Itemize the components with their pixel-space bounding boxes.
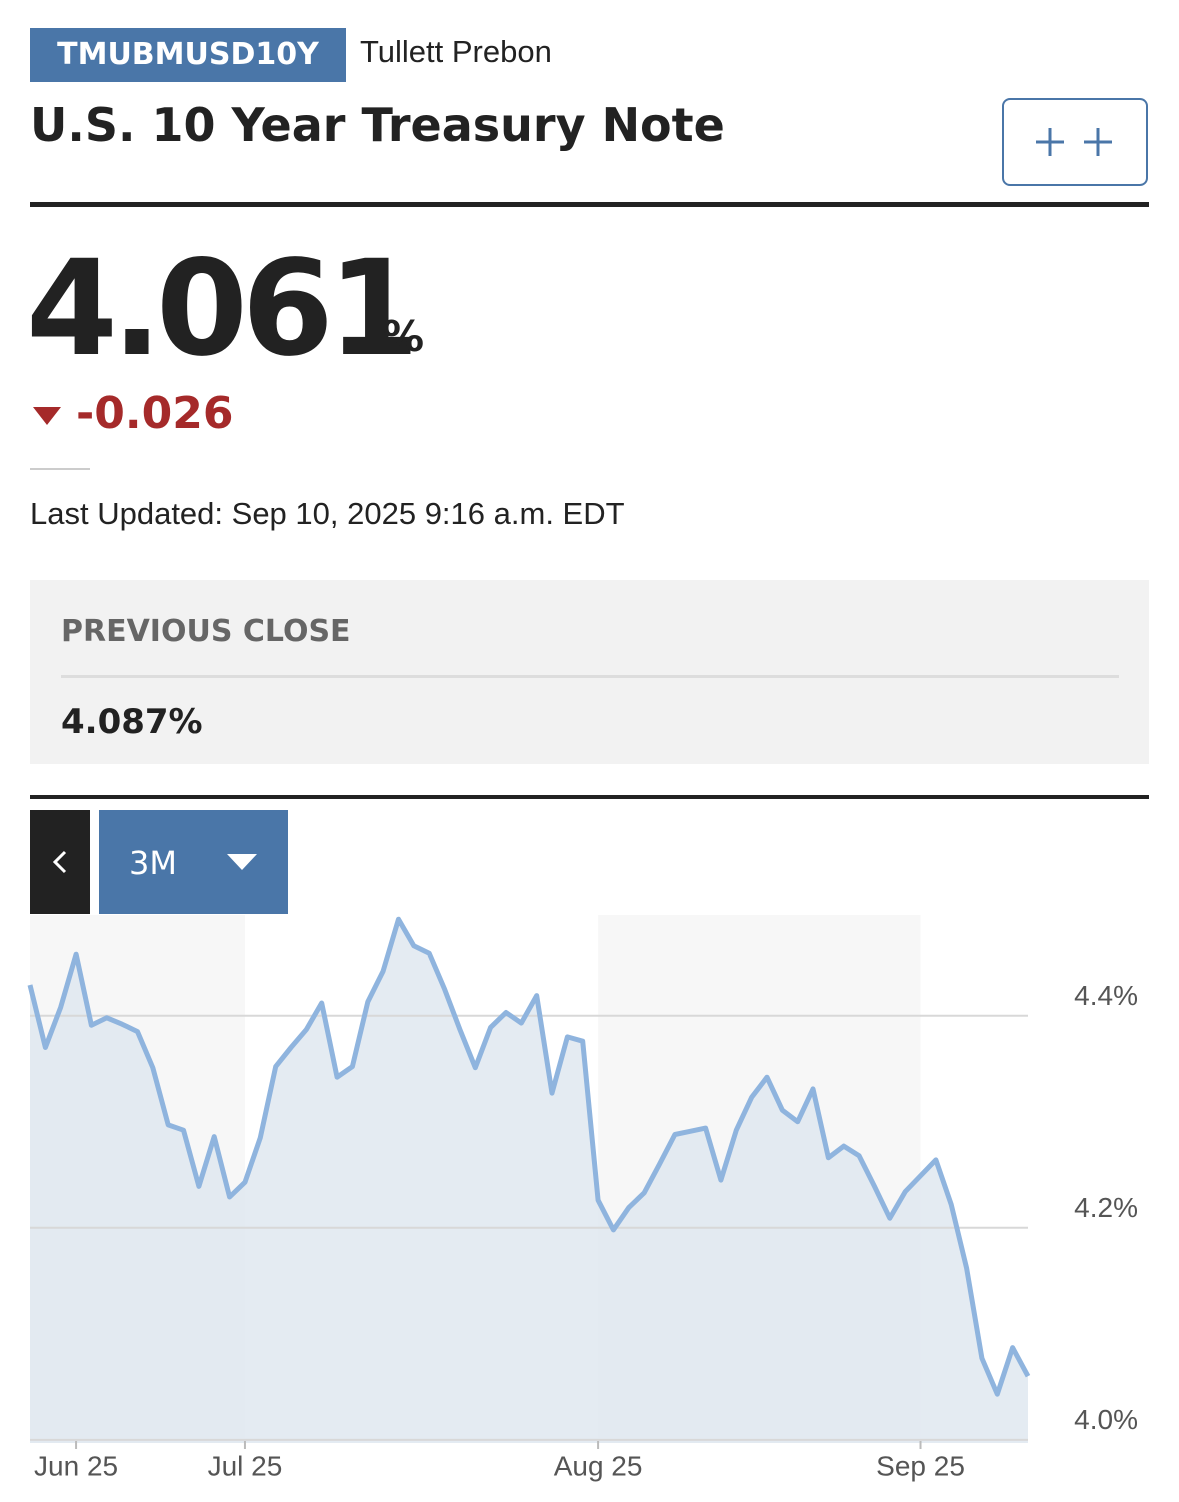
- price-unit: %: [382, 312, 425, 361]
- title: U.S. 10 Year Treasury Note: [30, 98, 725, 152]
- divider-short: [30, 468, 90, 470]
- divider: [30, 202, 1149, 207]
- last-updated: Last Updated: Sep 10, 2025 9:16 a.m. EDT: [30, 496, 625, 531]
- watchlist-button[interactable]: [1002, 98, 1148, 186]
- y-tick-label: 4.0%: [1074, 1404, 1138, 1435]
- line: [27, 916, 1031, 1397]
- range-label: 3M: [129, 844, 177, 882]
- dropdown-arrow: [227, 854, 257, 870]
- chevron-icon: [52, 850, 67, 874]
- price: 4.061: [26, 232, 420, 386]
- previous-close-value: 4.087%: [61, 702, 203, 742]
- previous-close-label: PREVIOUS CLOSE: [61, 614, 351, 649]
- area-fill: [30, 919, 1028, 1443]
- divider: [30, 795, 1149, 799]
- x-tick-label: Sep 25: [876, 1450, 965, 1481]
- source: Tullett Prebon: [360, 34, 552, 69]
- divider: [61, 675, 1119, 678]
- x-tick-label: Jul 25: [208, 1450, 283, 1481]
- plus-icons: [1036, 128, 1112, 156]
- down-arrow: [33, 407, 61, 425]
- back-button[interactable]: [30, 810, 90, 914]
- change: -0.026: [76, 388, 234, 439]
- previous-close-box: PREVIOUS CLOSE 4.087%: [30, 580, 1149, 764]
- range-dropdown[interactable]: 3M: [99, 810, 288, 914]
- x-tick-label: Jun 25: [34, 1450, 118, 1481]
- x-tick-label: Aug 25: [554, 1450, 643, 1481]
- y-tick-label: 4.2%: [1074, 1192, 1138, 1223]
- y-tick-label: 4.4%: [1074, 980, 1138, 1011]
- ticker-badge: TMUBMUSD10Y: [30, 28, 346, 82]
